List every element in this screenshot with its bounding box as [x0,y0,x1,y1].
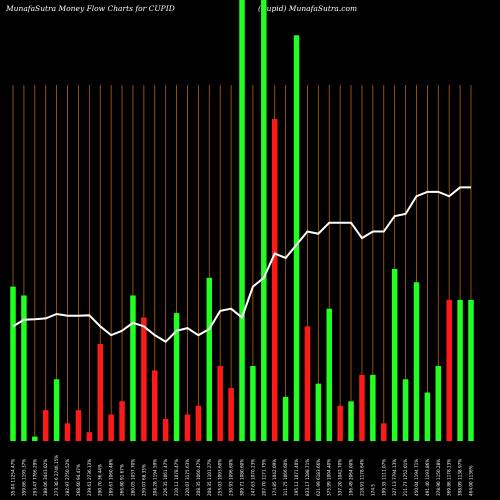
money-flow-bar [108,414,114,441]
x-tick-label: 207.70 1171.75% [261,459,266,496]
money-flow-bar [97,343,103,441]
money-flow-bar [239,0,245,441]
money-flow-bar [326,308,332,441]
x-tick-label: 208.35 1060.47% [196,459,201,496]
x-tick-label: 259.07 68.35% [141,464,146,496]
bar-layer [10,0,474,441]
money-flow-bar [217,366,223,441]
x-tick-label: 450.04 1194.71% [414,459,419,496]
x-tick-label: 621.99 6183.66% [316,459,321,496]
x-tick-label: 273.30 6 2746.15% [54,455,59,496]
money-flow-bar [261,0,267,441]
money-flow-bar [64,423,71,441]
x-tick-label: 195.11 1071.40% [294,459,299,496]
x-tick-label: 174.85 1042.09% [272,459,277,496]
money-flow-bar [228,388,234,441]
money-flow-bar [446,299,452,441]
x-tick-label: 311.75 1066.60% [283,459,288,496]
x-tick-label: 35.04 11254.47% [11,459,16,496]
money-flow-bar [304,326,311,441]
x-tick-label: 282.97 2750.52% [65,459,70,496]
money-flow-bar [402,379,409,441]
x-tick-label: 280.05 1057.70% [130,459,135,496]
money-flow-bar [293,35,300,441]
money-flow-bar [468,299,474,441]
money-flow-bar [195,405,202,441]
money-flow-bar [21,295,27,441]
x-tick-label: 208.35 1101.27% [207,459,212,496]
chart-subtitle: (Cupid) MunafaSutra.com [258,4,358,13]
money-flow-bar [271,119,278,441]
money-flow-bar [348,401,354,441]
money-flow-bar [130,295,136,441]
money-flow-bar [370,374,376,441]
x-tick-label: 327.13 7794.13% [392,459,397,496]
tick-layer: 35.04 11254.47% 359.86 1195.37% 293.47 776… [11,455,474,496]
money-flow-bar [184,414,191,441]
money-flow-bar [119,401,125,441]
money-flow-bar [457,299,463,441]
money-flow-bar [435,366,442,441]
x-tick-label: 833.17 1288.71% [305,459,310,496]
money-flow-bar [250,366,256,441]
x-tick-label: 174.5 [370,484,375,496]
x-tick-label: 359.86 1195.37% [21,459,26,496]
x-tick-label: 230.93 1096.60% [229,459,234,496]
x-tick-label: 239.61 2736.13% [87,459,92,496]
x-tick-label: 268.60 94.47% [76,464,81,496]
x-tick-label: 218.91 1178.64% [359,459,364,496]
money-flow-bar [337,405,343,441]
line-layer [12,186,471,344]
x-tick-label: 378.90 1150.28% [436,459,441,496]
money-flow-bar [359,374,365,441]
money-flow-bar [162,418,169,441]
money-flow-bar [282,396,289,441]
x-tick-label: 208.28 1194.59% [152,459,157,496]
x-tick-label: 491.40 1193.86% [425,459,430,496]
money-flow-bar [391,269,398,441]
x-tick-label: 247.63 1070.23% [250,459,255,496]
x-tick-label: 398.09 1138.97% [458,459,463,496]
x-tick-label: 255.03 1093.60% [218,459,223,496]
money-flow-bar [86,432,93,441]
money-flow-bar [141,317,147,441]
price-line [12,186,471,344]
money-flow-bar [32,436,38,441]
money-flow-bar [152,370,158,441]
x-tick-label: 210.11 1078.47% [174,459,179,496]
x-tick-label: 199.35 1111.07% [381,459,386,496]
x-tick-label: 290.70 36.44% [98,464,103,496]
x-tick-label: 266.80 91.67% [120,464,125,496]
x-tick-label: 220.07 3175.63% [185,459,190,496]
x-tick-label: 337.20 1042.70% [338,459,343,496]
chart-title: MunafaSutra Money Flow Charts for CUPID [6,4,175,13]
money-flow-bar [10,286,16,441]
x-tick-label: 293.47 7766.29% [32,459,37,496]
x-tick-label: 309.71 1080.60% [240,459,245,496]
x-tick-label: 288.06 3443.02% [43,459,48,496]
x-tick-label: 464.00 1136% [469,465,474,496]
x-tick-label: 211.77 1752.01% [403,459,408,496]
money-flow-bar [413,282,420,441]
x-tick-label: 289.67 1060.48% [109,459,114,496]
money-flow-bar [381,423,387,441]
x-tick-label: 196.49 2064.00% [349,459,354,496]
money-flow-bar [206,277,213,441]
x-tick-label: 369.86 1178.13% [447,459,452,496]
x-tick-label: 226.35 1061.47% [163,459,168,496]
money-flow-bar [173,313,180,441]
money-flow-bar [75,410,82,441]
money-flow-bar [315,383,322,441]
x-tick-label: 375.99 1004.40% [327,459,332,496]
money-flow-bar [53,379,60,441]
money-flow-bar [424,392,431,441]
money-flow-bar [42,410,49,441]
